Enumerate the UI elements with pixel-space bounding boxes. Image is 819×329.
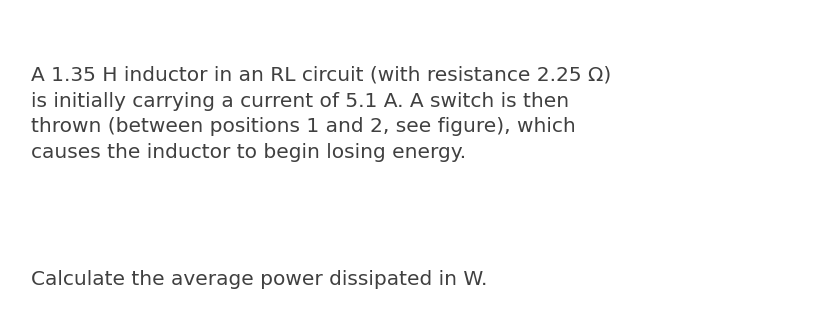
Text: A 1.35 H inductor in an RL circuit (with resistance 2.25 Ω)
is initially carryin: A 1.35 H inductor in an RL circuit (with… xyxy=(31,66,611,162)
Text: Calculate the average power dissipated in W.: Calculate the average power dissipated i… xyxy=(31,270,487,289)
